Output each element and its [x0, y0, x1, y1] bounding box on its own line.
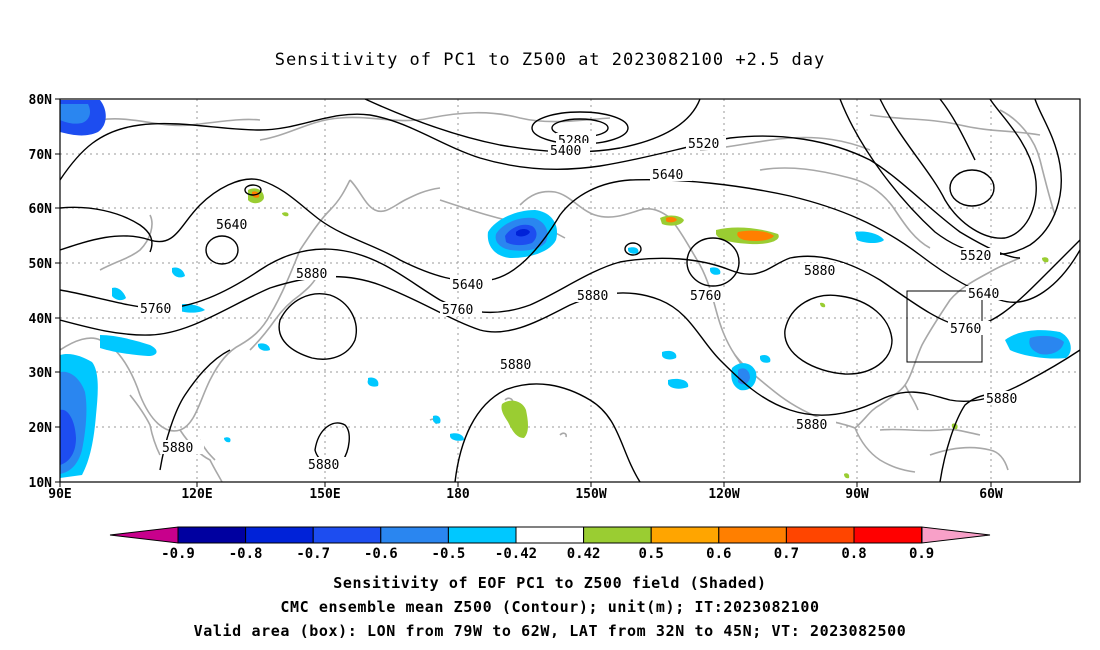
contour-label: 5880 — [986, 392, 1017, 407]
contour-label: 5640 — [652, 168, 683, 183]
lat-label: 20N — [29, 421, 53, 436]
colorbar-cell — [380, 526, 449, 544]
colorbar-cell — [583, 526, 652, 544]
colorbar-cell — [785, 526, 855, 544]
contour-label: 5880 — [500, 358, 531, 373]
lon-label: 120E — [181, 487, 212, 502]
colorbar-label: -0.8 — [229, 546, 263, 562]
contour-label: 5760 — [442, 303, 473, 318]
contour-label: 5760 — [140, 302, 171, 317]
latitude-labels: 80N 70N 60N 50N 40N 30N 20N 10N — [29, 93, 53, 491]
contour-label: 5880 — [577, 289, 608, 304]
colorbar-label: 0.8 — [841, 546, 866, 562]
colorbar-label: -0.42 — [495, 546, 537, 562]
lon-label: 150E — [309, 487, 340, 502]
lat-label: 60N — [29, 202, 53, 217]
colorbar-cell — [515, 526, 585, 544]
lat-label: 80N — [29, 93, 53, 108]
contour-label: 5880 — [308, 458, 339, 473]
sensitivity-shading — [60, 100, 1071, 479]
lat-label: 30N — [29, 366, 53, 381]
colorbar-label: -0.6 — [364, 546, 398, 562]
colorbar-cell — [245, 526, 314, 544]
contour-label: 5880 — [296, 267, 327, 282]
footer-line-3: Valid area (box): LON from 79W to 62W, L… — [193, 622, 907, 640]
contour-label: 5400 — [550, 144, 581, 159]
colorbar-low-extension — [109, 526, 179, 544]
colorbar-label: 0.5 — [639, 546, 664, 562]
colorbar-cell — [650, 526, 720, 544]
colorbar-label: -0.7 — [296, 546, 330, 562]
colorbar-label: 0.42 — [567, 546, 601, 562]
footer-line-1: Sensitivity of EOF PC1 to Z500 field (Sh… — [333, 574, 767, 592]
colorbar-cell — [447, 526, 517, 544]
colorbar: -0.9 -0.8 -0.7 -0.6 -0.5 -0.42 0.42 0.5 0.6 0.7 0.… — [109, 526, 991, 562]
lon-label: 150W — [575, 487, 606, 502]
contour-label: 5760 — [690, 289, 721, 304]
footer-line-2: CMC ensemble mean Z500 (Contour); unit(m… — [280, 598, 820, 616]
contour-label: 5880 — [796, 418, 827, 433]
colorbar-cell — [853, 526, 923, 544]
contour-label: 5520 — [688, 137, 719, 152]
colorbar-label: 0.6 — [706, 546, 731, 562]
colorbar-high-extension — [921, 526, 991, 544]
map-frame — [59, 98, 1081, 483]
lon-label: 60W — [979, 487, 1003, 502]
lat-label: 70N — [29, 148, 53, 163]
z500-contours — [60, 99, 1080, 482]
contour-label: 5880 — [804, 264, 835, 279]
lon-label: 90W — [845, 487, 869, 502]
colorbar-cell — [718, 526, 787, 544]
contour-label: 5640 — [452, 278, 483, 293]
colorbar-cell — [312, 526, 382, 544]
tick-marks — [55, 98, 992, 487]
map-title: Sensitivity of PC1 to Z500 at 2023082100… — [274, 50, 826, 70]
colorbar-label: 0.7 — [774, 546, 799, 562]
lon-label: 90E — [48, 487, 71, 502]
contour-label: 5520 — [960, 249, 991, 264]
contour-label: 5640 — [216, 218, 247, 233]
contour-label: 5880 — [162, 441, 193, 456]
colorbar-label: -0.5 — [432, 546, 466, 562]
contour-label: 5760 — [950, 322, 981, 337]
lat-label: 10N — [29, 476, 53, 491]
lat-label: 40N — [29, 312, 53, 327]
contour-label: 5640 — [968, 287, 999, 302]
colorbar-cell — [177, 526, 247, 544]
lon-label: 120W — [708, 487, 739, 502]
lat-label: 50N — [29, 257, 53, 272]
lon-label: 180 — [446, 487, 470, 502]
colorbar-label: 0.9 — [909, 546, 934, 562]
contour-labels: 5280 5400 5520 5640 5640 5640 5520 5640 … — [138, 133, 1028, 473]
colorbar-label: -0.9 — [161, 546, 195, 562]
longitude-labels: 90E 120E 150E 180 150W 120W 90W 60W — [48, 487, 1003, 502]
